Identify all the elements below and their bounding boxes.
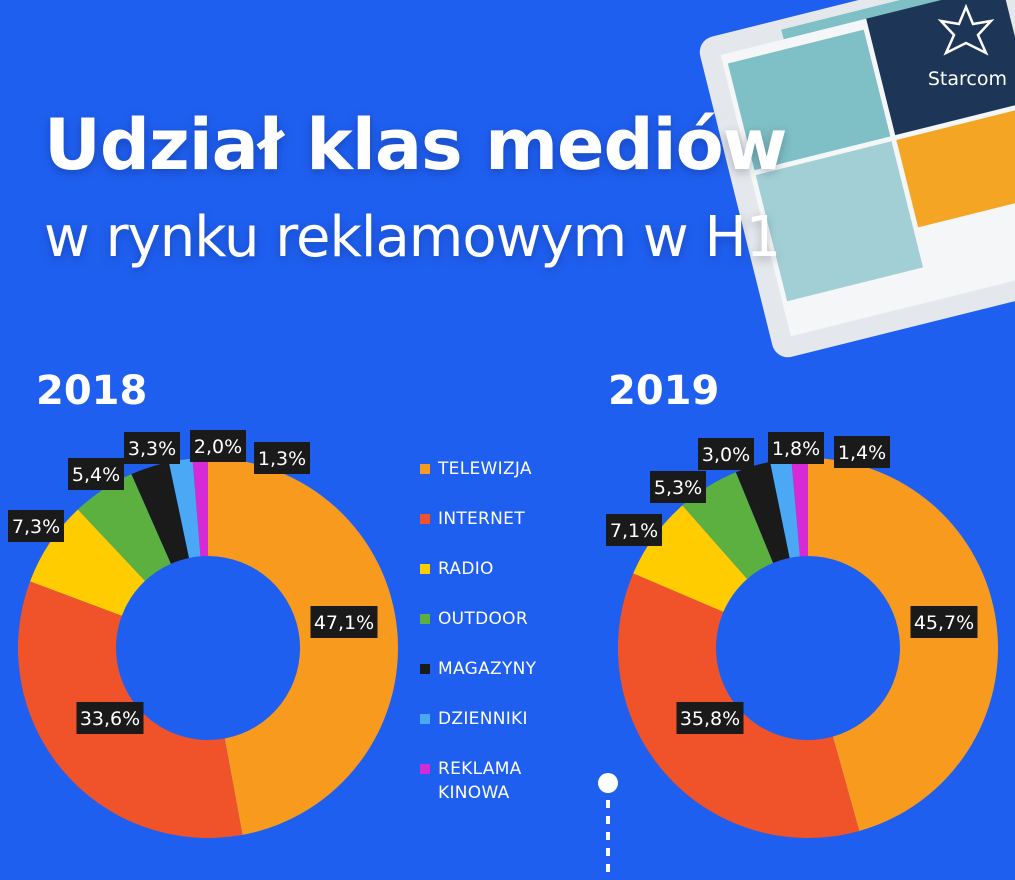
page-title: Udział klas mediów bbox=[44, 104, 787, 186]
timeline-dashed-line bbox=[606, 800, 610, 880]
brand-name: Starcom bbox=[927, 68, 1007, 90]
legend: TELEWIZJA INTERNET RADIO OUTDOOR MAGAZYN… bbox=[420, 457, 580, 807]
legend-item-outdoor: OUTDOOR bbox=[420, 607, 580, 657]
legend-item-magazyny: MAGAZYNY bbox=[420, 657, 580, 707]
timeline-dot bbox=[598, 773, 618, 793]
legend-swatch bbox=[420, 614, 430, 624]
legend-label: MAGAZYNY bbox=[438, 659, 537, 679]
legend-label: RADIO bbox=[438, 559, 494, 579]
legend-item-reklama-kinowa: REKLAMA KINOWA bbox=[420, 757, 580, 807]
legend-swatch bbox=[420, 464, 430, 474]
legend-item-radio: RADIO bbox=[420, 557, 580, 607]
legend-label: OUTDOOR bbox=[438, 609, 528, 629]
legend-swatch bbox=[420, 764, 430, 774]
legend-swatch bbox=[420, 514, 430, 524]
chart-title-2019: 2019 bbox=[608, 368, 720, 414]
page-subtitle: w rynku reklamowym w H1 bbox=[44, 205, 781, 270]
legend-label: TELEWIZJA bbox=[438, 459, 532, 479]
legend-item-internet: INTERNET bbox=[420, 507, 580, 557]
legend-item-dzienniki: DZIENNIKI bbox=[420, 707, 580, 757]
legend-swatch bbox=[420, 564, 430, 574]
legend-swatch bbox=[420, 714, 430, 724]
legend-label: DZIENNIKI bbox=[438, 709, 528, 729]
starcom-star-icon bbox=[937, 3, 995, 56]
legend-swatch bbox=[420, 664, 430, 674]
legend-label: INTERNET bbox=[438, 509, 525, 529]
chart-title-2018: 2018 bbox=[36, 368, 148, 414]
legend-label: REKLAMA KINOWA bbox=[438, 759, 522, 803]
legend-item-telewizja: TELEWIZJA bbox=[420, 457, 580, 507]
